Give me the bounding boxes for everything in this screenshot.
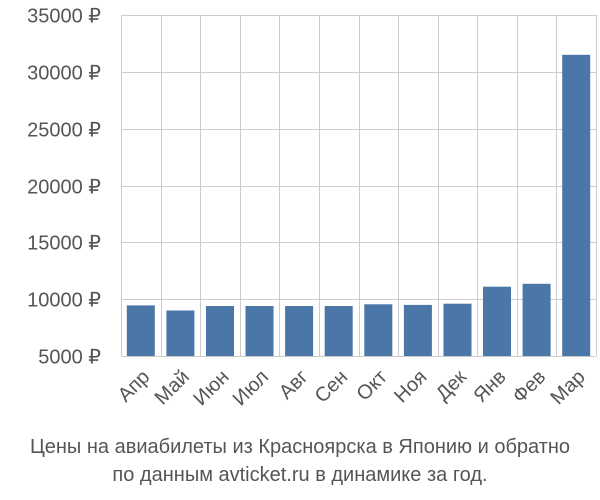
x-tick-label: Сен <box>311 366 352 407</box>
y-axis-tick-labels: 5000 ₽ 10000 ₽ 15000 ₽ 20000 ₽ 25000 ₽ 30000 … <box>27 6 101 369</box>
x-tick-label: Апр <box>114 366 155 407</box>
bar <box>562 54 591 357</box>
y-tick-label: 20000 ₽ <box>27 177 101 199</box>
x-tick-label: Фев <box>508 366 550 408</box>
bar <box>206 306 234 356</box>
bar <box>245 306 274 356</box>
bars <box>126 54 591 357</box>
bar <box>126 305 155 356</box>
y-tick-label: 5000 ₽ <box>38 347 101 369</box>
bar <box>483 286 511 356</box>
y-tick-label: 35000 ₽ <box>27 6 101 28</box>
x-tick-label: Янв <box>469 366 510 407</box>
bar <box>324 306 353 356</box>
bar <box>403 304 432 356</box>
grid-lines <box>121 15 597 357</box>
y-tick-label: 25000 ₽ <box>27 120 101 142</box>
bar-chart: 5000 ₽ 10000 ₽ 15000 ₽ 20000 ₽ 25000 ₽ 30000 … <box>27 6 597 410</box>
bar <box>522 283 551 356</box>
y-tick-label: 10000 ₽ <box>27 290 101 312</box>
chart-caption-line-2: по данным avticket.ru в динамике за год. <box>112 464 488 486</box>
x-tick-label: Июл <box>229 366 273 410</box>
x-tick-label: Май <box>151 366 194 409</box>
y-tick-label: 30000 ₽ <box>27 63 101 85</box>
bar <box>364 304 393 356</box>
x-tick-label: Июн <box>189 366 233 410</box>
x-tick-label: Ноя <box>390 366 431 407</box>
bar <box>166 310 195 356</box>
x-tick-label: Окт <box>352 366 391 405</box>
x-tick-label: Дек <box>432 366 471 405</box>
x-tick-label: Авг <box>275 366 313 404</box>
chart-caption-line-1: Цены на авиабилеты из Красноярска в Япон… <box>29 436 571 458</box>
bar <box>285 306 314 356</box>
x-tick-label: Мар <box>547 366 590 409</box>
y-tick-label: 15000 ₽ <box>27 233 101 255</box>
bar <box>443 303 472 356</box>
